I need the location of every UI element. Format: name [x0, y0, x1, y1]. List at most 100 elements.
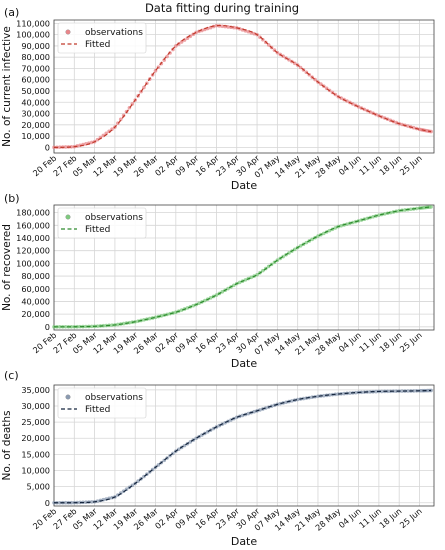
- x-tick-label: 18 Jun: [377, 153, 403, 177]
- observation-point: [411, 125, 416, 130]
- y-tick-label: 60,000: [21, 284, 50, 294]
- observation-point: [342, 391, 346, 396]
- observation-point: [429, 205, 433, 209]
- panel-label: (c): [4, 369, 19, 382]
- x-tick-label: 25 Jun: [398, 506, 424, 530]
- observation-point: [408, 207, 413, 212]
- legend: observations Fitted: [57, 387, 147, 419]
- y-tick-label: 100,000: [16, 30, 50, 40]
- legend-box: [57, 387, 147, 419]
- observation-point: [388, 210, 393, 215]
- x-tick-label: 11 Jun: [357, 330, 383, 354]
- observation-point: [394, 389, 399, 393]
- observation-point: [185, 306, 190, 310]
- observation-point: [350, 220, 355, 225]
- y-axis-label: No. of recovered: [1, 224, 13, 311]
- series-observations: [52, 388, 433, 505]
- observation-point: [69, 324, 74, 329]
- y-tick-label: 120,000: [16, 246, 50, 256]
- panel-label: (a): [4, 6, 19, 19]
- observation-point: [368, 390, 372, 394]
- observation-point: [232, 283, 236, 288]
- observation-point: [263, 406, 268, 410]
- x-tick-label: 25 Jun: [398, 153, 424, 177]
- series-fitted-line: [53, 206, 432, 328]
- observation-point: [214, 23, 219, 28]
- observation-point: [382, 212, 387, 216]
- observation-point: [406, 124, 410, 128]
- observation-point: [310, 395, 314, 400]
- legend: observations Fitted: [57, 22, 147, 54]
- observation-point: [95, 324, 100, 328]
- observation-point: [58, 500, 62, 505]
- y-tick-label: 5,000: [27, 482, 50, 492]
- observation-point: [110, 323, 114, 327]
- x-tick-label: 04 Jun: [337, 153, 363, 177]
- observation-point: [147, 316, 152, 321]
- y-tick-label: 35,000: [21, 385, 50, 395]
- legend-observations-marker: [65, 394, 71, 400]
- observation-point: [377, 213, 381, 217]
- x-axis-label: Date: [231, 179, 258, 192]
- legend-observations-label: observations: [85, 393, 143, 403]
- observation-point: [252, 31, 256, 36]
- y-tick-label: 25,000: [21, 417, 50, 427]
- y-tick-label: 70,000: [21, 63, 50, 73]
- y-tick-label: 80,000: [21, 52, 50, 62]
- x-axis-label: Date: [231, 535, 258, 548]
- observation-point: [350, 102, 355, 106]
- observation-point: [185, 36, 190, 40]
- observation-point: [246, 411, 251, 416]
- observation-point: [345, 99, 349, 103]
- y-tick-label: 140,000: [16, 233, 50, 243]
- observation-point: [237, 280, 242, 285]
- observation-point: [379, 389, 384, 394]
- observation-point: [153, 315, 158, 320]
- observation-point: [290, 399, 294, 403]
- observation-point: [400, 389, 404, 393]
- legend-observations-marker: [65, 29, 71, 35]
- plot-frame: [53, 204, 435, 331]
- x-tick-label: 11 Jun: [357, 506, 383, 530]
- x-axis-label: Date: [231, 357, 258, 370]
- observation-point: [406, 389, 410, 393]
- legend-observations-marker: [65, 214, 71, 220]
- observation-point: [295, 397, 300, 402]
- observation-point: [385, 389, 390, 394]
- y-tick-label: 10,000: [21, 466, 50, 476]
- y-tick-label: 40,000: [21, 296, 50, 306]
- y-axis-label: No. of deaths: [1, 410, 13, 480]
- legend-observations-label: observations: [85, 28, 143, 38]
- legend-fitted-label: Fitted: [85, 405, 110, 415]
- observation-point: [84, 500, 88, 504]
- observation-point: [353, 390, 358, 395]
- observation-point: [69, 144, 74, 149]
- observation-point: [63, 324, 68, 329]
- y-tick-label: 100,000: [16, 258, 50, 268]
- y-tick-label: 50,000: [21, 86, 50, 96]
- observation-point: [84, 324, 88, 329]
- legend-observations-label: observations: [85, 213, 143, 223]
- legend-fitted-label: Fitted: [85, 40, 110, 50]
- observation-point: [316, 394, 320, 399]
- x-tick-label: 04 Jun: [337, 330, 363, 354]
- observation-point: [58, 325, 62, 329]
- observation-point: [52, 325, 56, 329]
- observation-point: [63, 145, 68, 149]
- observation-point: [397, 208, 401, 213]
- observation-point: [179, 308, 184, 312]
- observation-point: [327, 393, 332, 397]
- y-tick-label: 10,000: [21, 131, 50, 141]
- observation-point: [301, 396, 306, 401]
- gridlines: [53, 205, 434, 330]
- observation-point: [374, 389, 378, 394]
- y-tick-label: 80,000: [21, 271, 50, 281]
- y-axis-label: No. of current infective: [1, 26, 13, 147]
- y-tick-label: 20,000: [21, 120, 50, 130]
- series-fitted-line: [53, 389, 432, 504]
- chart-panel-2: 0 20,000 40,000 60,000 80,000 100,000 120,000 1…: [1, 192, 435, 370]
- observation-point: [345, 222, 349, 226]
- observation-point: [339, 223, 343, 228]
